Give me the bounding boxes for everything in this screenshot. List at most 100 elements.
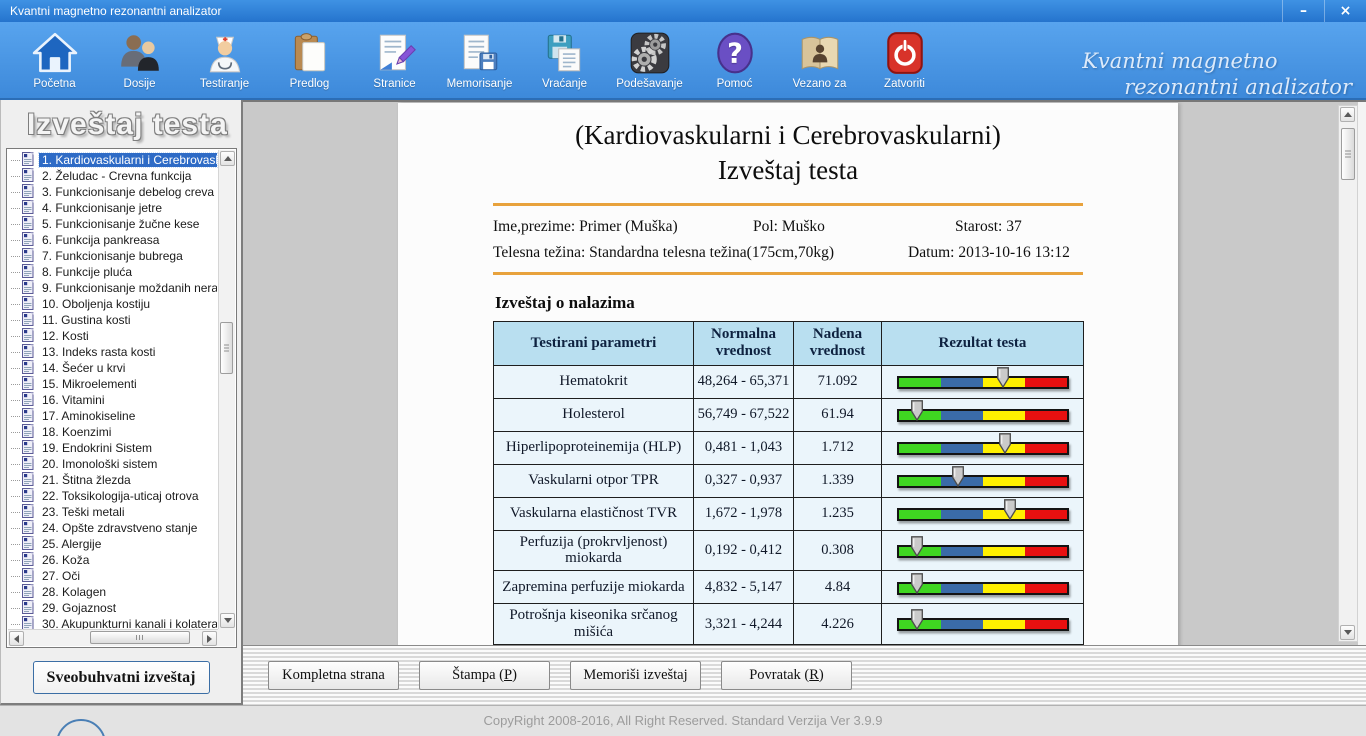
toolbar-item-memorisanje[interactable]: Memorisanje bbox=[437, 22, 522, 98]
tree-item-label[interactable]: 14. Šećer u krvi bbox=[42, 361, 126, 375]
tree-item-label[interactable]: 24. Opšte zdravstveno stanje bbox=[42, 521, 198, 535]
tree-branch-line bbox=[11, 479, 20, 481]
tree-item-label[interactable]: 12. Kosti bbox=[42, 329, 89, 343]
tree-item-label[interactable]: 7. Funkcionisanje bubrega bbox=[42, 249, 183, 263]
scroll-left-button[interactable] bbox=[9, 631, 24, 646]
tree-item[interactable]: 20. Imonološki sistem bbox=[11, 456, 236, 472]
tree-item-label[interactable]: 30. Akupunkturni kanali i kolaterale bbox=[42, 617, 217, 631]
tree-item[interactable]: 10. Oboljenja kostiju bbox=[11, 296, 236, 312]
tree-item-label[interactable]: 4. Funkcionisanje jetre bbox=[42, 201, 163, 215]
tree-item[interactable]: 21. Štitna žlezda bbox=[11, 472, 236, 488]
tree-item-label[interactable]: 18. Koenzimi bbox=[42, 425, 112, 439]
close-button[interactable]: × bbox=[1324, 0, 1366, 22]
tree-item-label[interactable]: 28. Kolagen bbox=[42, 585, 107, 599]
tree-branch-line bbox=[11, 591, 20, 593]
tree-item[interactable]: 18. Koenzimi bbox=[11, 424, 236, 440]
scroll-thumb[interactable] bbox=[90, 631, 190, 644]
tree-item[interactable]: 19. Endokrini Sistem bbox=[11, 440, 236, 456]
tree-item-label[interactable]: 19. Endokrini Sistem bbox=[42, 441, 153, 455]
tree-vertical-scrollbar[interactable] bbox=[218, 150, 235, 629]
scroll-up-button[interactable] bbox=[1340, 107, 1355, 122]
main-vertical-scrollbar[interactable] bbox=[1338, 105, 1358, 642]
scroll-up-button[interactable] bbox=[220, 151, 235, 166]
tree-item[interactable]: 29. Gojaznost bbox=[11, 600, 236, 616]
tree-item[interactable]: 24. Opšte zdravstveno stanje bbox=[11, 520, 236, 536]
toolbar: Početna Dosije Testiranje Predlog Strani… bbox=[0, 22, 1366, 100]
tree-item[interactable]: 6. Funkcija pankreasa bbox=[11, 232, 236, 248]
tree-item-label[interactable]: 1. Kardiovaskularni i Cerebrovaskularni bbox=[38, 152, 218, 168]
tree-item[interactable]: 27. Oči bbox=[11, 568, 236, 584]
toolbar-item-predlog[interactable]: Predlog bbox=[267, 22, 352, 98]
bar-segment-blue bbox=[940, 411, 983, 420]
tree-item-label[interactable]: 3. Funkcionisanje debelog creva bbox=[42, 185, 215, 199]
tree-item[interactable]: 28. Kolagen bbox=[11, 584, 236, 600]
scroll-down-button[interactable] bbox=[1340, 625, 1355, 640]
patient-age: Starost: 37 bbox=[955, 218, 1022, 235]
action-button[interactable]: Povratak (R) bbox=[721, 661, 852, 690]
tree-item-label[interactable]: 2. Želudac - Crevna funkcija bbox=[42, 169, 192, 183]
toolbar-item-pocetna[interactable]: Početna bbox=[12, 22, 97, 98]
toolbar-item-dosije[interactable]: Dosije bbox=[97, 22, 182, 98]
toolbar-item-zatvoriti[interactable]: Zatvoriti bbox=[862, 22, 947, 98]
scroll-right-button[interactable] bbox=[202, 631, 217, 646]
scroll-down-button[interactable] bbox=[220, 613, 235, 628]
tree-item[interactable]: 30. Akupunkturni kanali i kolaterale bbox=[11, 616, 236, 632]
tree-item-label[interactable]: 26. Koža bbox=[42, 553, 90, 567]
minimize-button[interactable]: – bbox=[1282, 0, 1324, 22]
scroll-thumb[interactable] bbox=[220, 322, 233, 374]
tree-item[interactable]: 2. Želudac - Crevna funkcija bbox=[11, 168, 236, 184]
tree-item-label[interactable]: 23. Teški metali bbox=[42, 505, 125, 519]
tree-item-label[interactable]: 15. Mikroelementi bbox=[42, 377, 137, 391]
result-cell bbox=[881, 603, 1084, 645]
toolbar-item-vezano-za[interactable]: Vezano za bbox=[777, 22, 862, 98]
tree-item[interactable]: 23. Teški metali bbox=[11, 504, 236, 520]
tree-item-label[interactable]: 22. Toksikologija-uticaj otrova bbox=[42, 489, 199, 503]
tree-item-label[interactable]: 8. Funkcije pluća bbox=[42, 265, 133, 279]
tree-item-label[interactable]: 27. Oči bbox=[42, 569, 81, 583]
toolbar-item-testiranje[interactable]: Testiranje bbox=[182, 22, 267, 98]
tree-item-label[interactable]: 6. Funkcija pankreasa bbox=[42, 233, 160, 247]
tree-item-label[interactable]: 25. Alergije bbox=[42, 537, 102, 551]
tree-item-label[interactable]: 17. Aminokiseline bbox=[42, 409, 136, 423]
action-button[interactable]: Memoriši izveštaj bbox=[570, 661, 701, 690]
tree-item-label[interactable]: 10. Oboljenja kostiju bbox=[42, 297, 151, 311]
tree-item[interactable]: 3. Funkcionisanje debelog creva bbox=[11, 184, 236, 200]
tree-item-label[interactable]: 16. Vitamini bbox=[42, 393, 105, 407]
tree-item-label[interactable]: 20. Imonološki sistem bbox=[42, 457, 158, 471]
tree-item[interactable]: 1. Kardiovaskularni i Cerebrovaskularni bbox=[11, 152, 236, 168]
tree-branch-line bbox=[11, 239, 20, 241]
tree-item[interactable]: 12. Kosti bbox=[11, 328, 236, 344]
tree-item[interactable]: 4. Funkcionisanje jetre bbox=[11, 200, 236, 216]
tree-item-label[interactable]: 21. Štitna žlezda bbox=[42, 473, 131, 487]
result-cell bbox=[881, 496, 1084, 531]
toolbar-item-vracanje[interactable]: Vraćanje bbox=[522, 22, 607, 98]
tree-item[interactable]: 8. Funkcije pluća bbox=[11, 264, 236, 280]
tree-item-label[interactable]: 13. Indeks rasta kosti bbox=[42, 345, 156, 359]
tree-item[interactable]: 5. Funkcionisanje žučne kese bbox=[11, 216, 236, 232]
tree-item[interactable]: 16. Vitamini bbox=[11, 392, 236, 408]
tree-item[interactable]: 22. Toksikologija-uticaj otrova bbox=[11, 488, 236, 504]
tree-item[interactable]: 15. Mikroelementi bbox=[11, 376, 236, 392]
tree-item[interactable]: 17. Aminokiseline bbox=[11, 408, 236, 424]
tree-item-label[interactable]: 5. Funkcionisanje žučne kese bbox=[42, 217, 200, 231]
toolbar-item-pomoc[interactable]: ? Pomoć bbox=[692, 22, 777, 98]
action-button[interactable]: Štampa (P) bbox=[419, 661, 550, 690]
tree-horizontal-scrollbar[interactable] bbox=[8, 629, 218, 646]
table-row: Vaskularna elastičnost TVR 1,672 - 1,978… bbox=[493, 496, 1084, 531]
tree-item[interactable]: 26. Koža bbox=[11, 552, 236, 568]
tree-item-label[interactable]: 9. Funkcionisanje moždanih nerava bbox=[42, 281, 217, 295]
tree-item[interactable]: 9. Funkcionisanje moždanih nerava bbox=[11, 280, 236, 296]
toolbar-item-podesavanje[interactable]: Podešavanje bbox=[607, 22, 692, 98]
tree-item[interactable]: 14. Šećer u krvi bbox=[11, 360, 236, 376]
comprehensive-report-button[interactable]: Sveobuhvatni izveštaj bbox=[32, 661, 210, 694]
tree-item[interactable]: 11. Gustina kosti bbox=[11, 312, 236, 328]
tree-item[interactable]: 25. Alergije bbox=[11, 536, 236, 552]
tree-item-label[interactable]: 29. Gojaznost bbox=[42, 601, 117, 615]
tree-item[interactable]: 7. Funkcionisanje bubrega bbox=[11, 248, 236, 264]
toolbar-item-stranice[interactable]: Stranice bbox=[352, 22, 437, 98]
action-button[interactable]: Kompletna strana bbox=[268, 661, 399, 690]
tree-item-label[interactable]: 11. Gustina kosti bbox=[42, 313, 131, 327]
report-doc-icon bbox=[22, 455, 35, 473]
tree-item[interactable]: 13. Indeks rasta kosti bbox=[11, 344, 236, 360]
scroll-thumb[interactable] bbox=[1341, 128, 1355, 180]
